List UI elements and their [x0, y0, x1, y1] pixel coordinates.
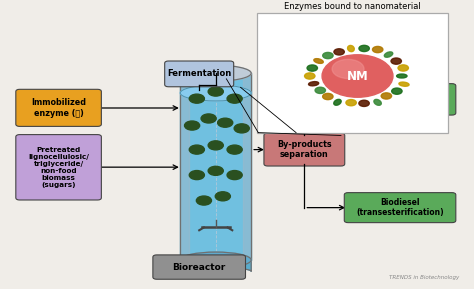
Polygon shape — [243, 73, 251, 260]
Text: Biofuel: ethanol,
butanol, hydrogen: Biofuel: ethanol, butanol, hydrogen — [360, 90, 440, 109]
Circle shape — [322, 55, 393, 97]
Text: Fermentation: Fermentation — [167, 69, 231, 78]
FancyBboxPatch shape — [164, 61, 234, 87]
Circle shape — [227, 145, 242, 154]
FancyBboxPatch shape — [344, 84, 456, 115]
Circle shape — [218, 118, 233, 127]
FancyBboxPatch shape — [344, 193, 456, 223]
Circle shape — [227, 94, 242, 103]
Circle shape — [215, 192, 230, 201]
Polygon shape — [180, 73, 251, 260]
Text: Biodiesel
(transesterification): Biodiesel (transesterification) — [356, 198, 444, 217]
Circle shape — [184, 121, 200, 130]
Ellipse shape — [314, 59, 323, 63]
Circle shape — [208, 166, 223, 175]
Text: NM: NM — [346, 70, 368, 82]
Circle shape — [208, 87, 223, 96]
Ellipse shape — [334, 99, 341, 105]
Circle shape — [307, 65, 318, 71]
Ellipse shape — [309, 81, 319, 86]
Circle shape — [391, 58, 401, 64]
Circle shape — [315, 87, 326, 93]
Text: By-products
separation: By-products separation — [277, 140, 332, 159]
Text: Enzymes bound to nanomaterial: Enzymes bound to nanomaterial — [284, 2, 421, 11]
Text: Pretreated
lignocellulosic/
triglyceride/
non-food
biomass
(sugars): Pretreated lignocellulosic/ triglyceride… — [28, 147, 89, 188]
Circle shape — [373, 47, 383, 53]
Circle shape — [323, 52, 333, 59]
Text: TRENDS in Biotechnology: TRENDS in Biotechnology — [389, 275, 459, 280]
Text: Bioreactor: Bioreactor — [173, 263, 226, 272]
Polygon shape — [180, 260, 251, 271]
FancyBboxPatch shape — [257, 13, 448, 133]
Circle shape — [334, 49, 344, 55]
Circle shape — [305, 73, 315, 79]
Circle shape — [196, 196, 211, 205]
FancyBboxPatch shape — [264, 133, 345, 166]
Circle shape — [227, 171, 242, 179]
Circle shape — [398, 65, 409, 71]
Ellipse shape — [397, 74, 407, 78]
Ellipse shape — [384, 52, 393, 57]
Circle shape — [381, 93, 392, 99]
Circle shape — [189, 171, 204, 179]
Circle shape — [359, 100, 369, 106]
Circle shape — [234, 124, 249, 133]
Polygon shape — [180, 73, 189, 260]
Circle shape — [208, 141, 223, 150]
Ellipse shape — [399, 82, 409, 86]
Circle shape — [201, 114, 216, 123]
Ellipse shape — [347, 45, 354, 52]
Text: Immobilized
enzyme (⬛): Immobilized enzyme (⬛) — [31, 98, 86, 118]
Ellipse shape — [374, 99, 381, 105]
Circle shape — [392, 88, 402, 94]
Circle shape — [332, 59, 364, 79]
Circle shape — [346, 99, 356, 106]
Circle shape — [323, 93, 333, 100]
Ellipse shape — [180, 85, 251, 101]
Circle shape — [189, 145, 204, 154]
Circle shape — [189, 94, 204, 103]
Ellipse shape — [180, 252, 251, 268]
FancyBboxPatch shape — [16, 89, 101, 126]
Ellipse shape — [180, 65, 251, 81]
Circle shape — [359, 45, 369, 51]
FancyBboxPatch shape — [16, 135, 101, 200]
FancyBboxPatch shape — [153, 255, 246, 279]
